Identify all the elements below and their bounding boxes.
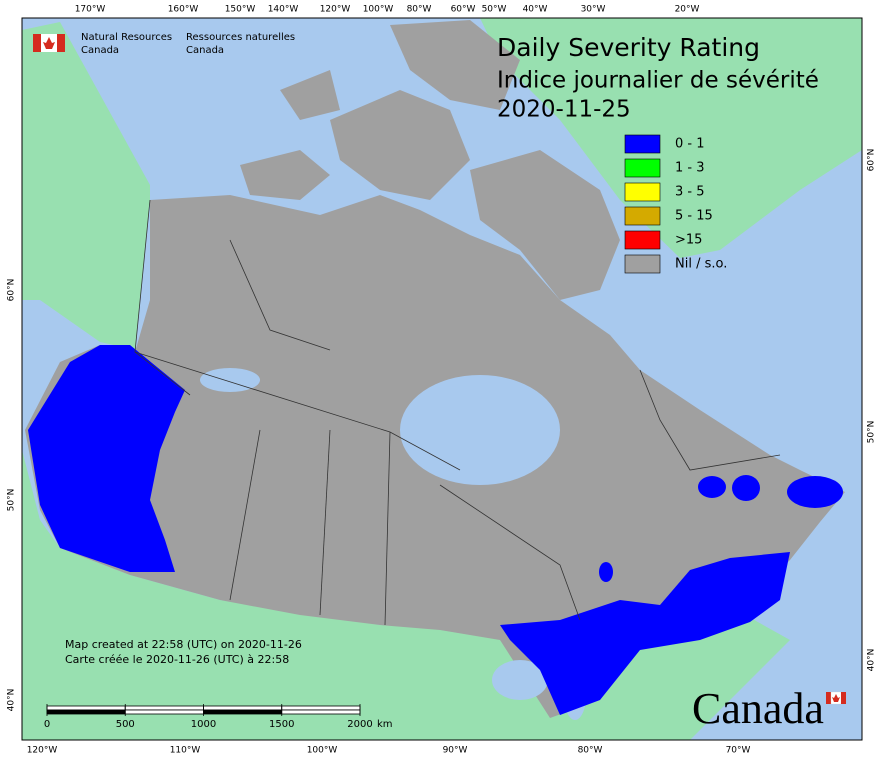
- graticule-label: 50°N: [7, 489, 17, 512]
- legend-swatch: [624, 134, 661, 154]
- legend-label: Nil / s.o.: [675, 257, 727, 272]
- graticule-label: 70°W: [726, 746, 751, 756]
- graticule-label: 90°W: [443, 746, 468, 756]
- frame-border: [21, 17, 863, 741]
- agency-en: Natural Resources: [81, 32, 172, 43]
- scale-label: 0: [44, 719, 50, 730]
- fire-area: [698, 476, 726, 498]
- united-states: [22, 450, 790, 740]
- legend-swatch: [624, 254, 661, 274]
- scale-label: 1500: [269, 719, 294, 730]
- scale-segment: [124, 709, 204, 715]
- graticule-label: 170°W: [75, 5, 106, 15]
- wordmark: Canada: [692, 684, 846, 733]
- scale-segment: [46, 705, 126, 711]
- scale-segment: [203, 705, 283, 711]
- great-lake: [492, 660, 548, 700]
- scale-segment: [203, 709, 283, 715]
- wordmark-text: Canada: [692, 684, 824, 733]
- graticule-label: 40°N: [867, 649, 877, 672]
- graticule-label: 80°W: [407, 5, 432, 15]
- footer-note: Map created at 22:58 (UTC) on 2020-11-26: [65, 638, 302, 651]
- graticule-label: 110°W: [170, 746, 201, 756]
- arctic-island: [330, 90, 470, 200]
- legend-label: 0 - 1: [675, 137, 705, 152]
- legend-swatch: [624, 182, 661, 202]
- fire-area-east: [500, 552, 790, 715]
- map-frame: [21, 17, 863, 741]
- graticule-label: 120°W: [320, 5, 351, 15]
- arctic-island: [280, 70, 340, 120]
- graticule-label: 100°W: [307, 746, 338, 756]
- map-title: Indice journalier de sévérité: [497, 68, 819, 94]
- graticule-label: 30°W: [581, 5, 606, 15]
- legend-label: 5 - 15: [675, 209, 713, 224]
- graticule-label: 40°N: [7, 689, 17, 712]
- scale-segment: [124, 705, 204, 711]
- fire-area: [787, 476, 843, 508]
- graticule-label: 50°N: [867, 421, 877, 444]
- graticule-label: 60°N: [7, 279, 17, 302]
- scale-segment: [281, 709, 361, 715]
- graticule-label: 160°W: [168, 5, 199, 15]
- graticule-label: 140°W: [268, 5, 299, 15]
- graticule-label: 100°W: [363, 5, 394, 15]
- alaska: [22, 22, 190, 395]
- scale-label: 2000: [347, 719, 372, 730]
- graticule-label: 80°W: [578, 746, 603, 756]
- arctic-island: [390, 20, 520, 110]
- hudson-bay: [400, 375, 560, 485]
- legend-label: >15: [675, 233, 702, 248]
- legend-swatch: [624, 158, 661, 178]
- footer-note: Carte créée le 2020-11-26 (UTC) à 22:58: [65, 653, 289, 666]
- legend-swatch: [624, 230, 661, 250]
- arctic-island: [240, 150, 330, 200]
- map-date: 2020-11-25: [497, 97, 631, 123]
- legend-swatch: [624, 206, 661, 226]
- fire-area-west: [28, 345, 185, 572]
- scale-label: 1000: [191, 719, 216, 730]
- agency-fr: Ressources naturelles: [186, 32, 295, 43]
- graticule-label: 120°W: [27, 746, 58, 756]
- lake: [200, 368, 260, 392]
- nrcan-flag: [33, 34, 65, 52]
- greenland: [480, 18, 862, 258]
- provincial-borders: [134, 199, 781, 626]
- map-title: Daily Severity Rating: [497, 33, 760, 62]
- graticule-label: 20°W: [675, 5, 700, 15]
- graticule-label: 150°W: [225, 5, 256, 15]
- fire-area: [599, 562, 613, 582]
- agency-fr: Canada: [186, 45, 224, 56]
- graticule-label: 50°W: [482, 5, 507, 15]
- arctic-island: [470, 150, 620, 300]
- graticule-label: 60°W: [451, 5, 476, 15]
- legend-label: 1 - 3: [675, 161, 705, 176]
- agency-en: Canada: [81, 45, 119, 56]
- scale-segment: [46, 709, 126, 715]
- graticule-label: 40°W: [523, 5, 548, 15]
- graticule-label: 60°N: [867, 149, 877, 172]
- scale-segment: [281, 705, 361, 711]
- fire-area: [732, 475, 760, 501]
- scale-unit: km: [377, 719, 393, 730]
- legend-label: 3 - 5: [675, 185, 705, 200]
- scale-label: 500: [116, 719, 135, 730]
